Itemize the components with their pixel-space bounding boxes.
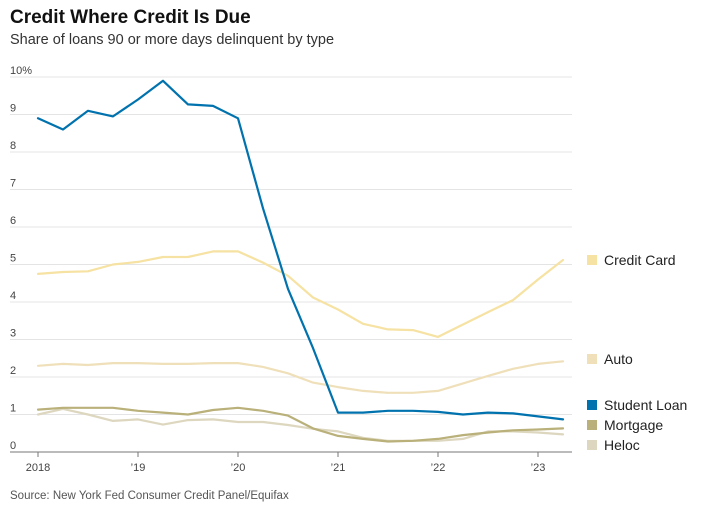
legend-label-auto: Auto	[604, 351, 633, 367]
x-axis: 2018 ’19 ’20 ’21 ’22 ’23	[10, 451, 572, 474]
x-tick-label: ’22	[431, 462, 446, 474]
legend-swatch-credit-card	[587, 255, 597, 265]
y-tick-label: 8	[10, 140, 16, 152]
legend-label-mortgage: Mortgage	[604, 417, 663, 433]
y-tick-label: 9	[10, 103, 16, 115]
legend-swatch-mortgage	[587, 420, 597, 430]
x-tick-label: ’21	[331, 462, 346, 474]
grid-lines	[10, 76, 572, 415]
y-tick-label: 3	[10, 328, 16, 340]
x-tick-label: ’23	[531, 462, 546, 474]
y-tick-label: 6	[10, 215, 16, 227]
series-lines	[36, 79, 565, 443]
x-tick-label: ’19	[131, 462, 146, 474]
y-axis-ticks: 0 1 2 3 4 5 6 7 8 9 10%	[10, 65, 32, 452]
y-tick-label: 0	[10, 440, 16, 452]
legend-swatch-heloc	[587, 440, 597, 450]
series-line-mortgage	[36, 406, 565, 443]
y-tick-label: 4	[10, 290, 16, 302]
series-line-credit-card	[36, 250, 565, 338]
legend-label-credit-card: Credit Card	[604, 252, 676, 268]
legend-swatch-auto	[587, 354, 597, 364]
y-tick-label: 1	[10, 403, 16, 415]
legend-label-student-loan: Student Loan	[604, 397, 687, 413]
x-tick-label: ’20	[231, 462, 246, 474]
y-tick-label: 5	[10, 253, 16, 265]
chart-subtitle: Share of loans 90 or more days delinquen…	[10, 32, 335, 48]
y-tick-label: 2	[10, 365, 16, 377]
x-tick-label: 2018	[26, 462, 50, 474]
legend: Credit Card Auto Student Loan Mortgage Heloc	[587, 252, 687, 453]
source-note: Source: New York Fed Consumer Credit Pan…	[10, 490, 289, 502]
y-tick-label: 7	[10, 178, 16, 190]
legend-label-heloc: Heloc	[604, 437, 640, 453]
chart-title: Credit Where Credit Is Due	[10, 7, 251, 28]
series-line-heloc	[36, 407, 565, 442]
series-line-student-loan	[36, 79, 565, 421]
legend-swatch-student-loan	[587, 400, 597, 410]
y-tick-label: 10%	[10, 65, 32, 77]
series-line-auto	[36, 360, 565, 394]
